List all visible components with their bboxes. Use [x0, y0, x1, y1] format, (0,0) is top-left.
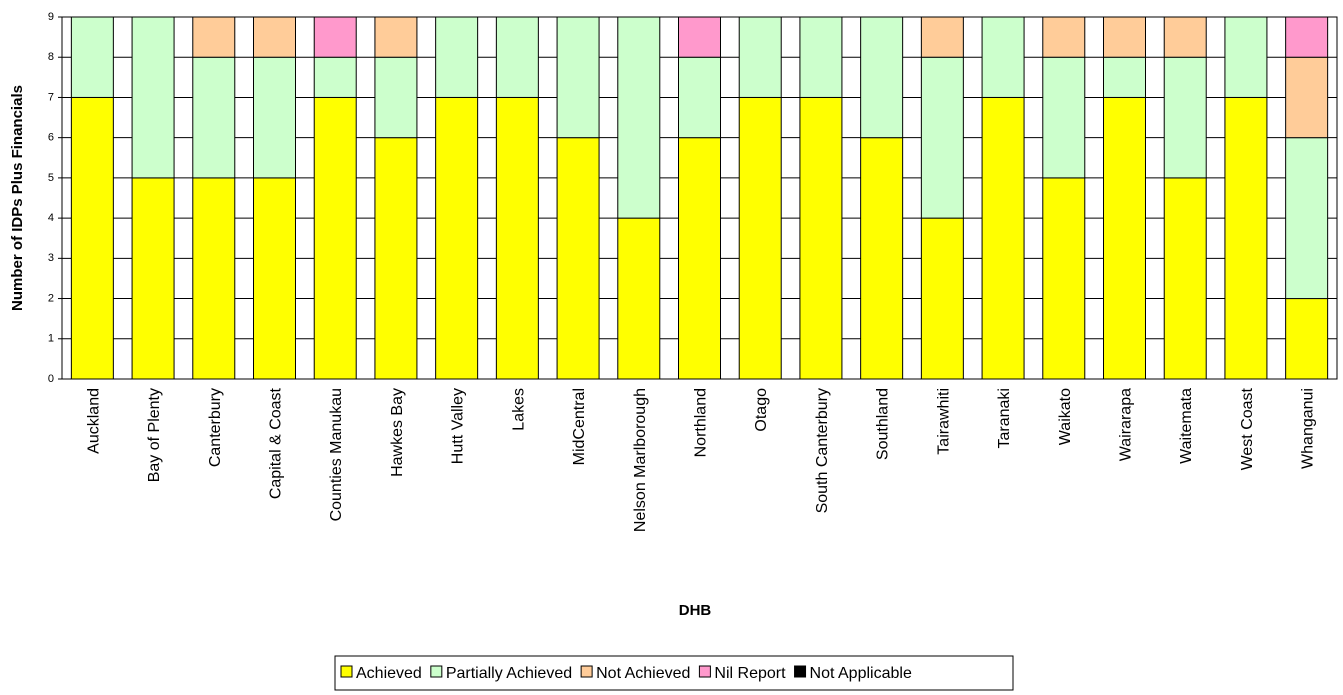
bar-segment — [920, 16, 964, 58]
y-tick-label: 7 — [48, 91, 54, 103]
bar-segment — [1103, 56, 1146, 98]
legend-label: Nil Report — [714, 665, 786, 682]
bar-segment — [1224, 16, 1268, 98]
bar-segment — [738, 16, 782, 98]
x-tick-label: Waikato — [1057, 388, 1074, 445]
x-tick-label: Wairarapa — [1118, 388, 1135, 461]
x-tick-label: Whanganui — [1300, 388, 1317, 469]
legend-swatch — [698, 665, 711, 678]
bar-segment — [860, 137, 904, 380]
x-tick-label: Northland — [693, 388, 710, 457]
x-tick-label: Hutt Valley — [450, 388, 467, 464]
y-tick-label: 4 — [48, 212, 54, 224]
bar-segment — [1285, 56, 1329, 139]
bar-segment — [192, 177, 236, 380]
bar-segment — [70, 96, 114, 380]
bar-segment — [678, 16, 721, 58]
x-tick-label: Southland — [875, 388, 892, 460]
legend-label: Not Achieved — [596, 665, 690, 682]
bar-segment — [556, 16, 600, 139]
bar-segment — [799, 16, 843, 98]
bar-segment — [1163, 56, 1207, 179]
bar-segment — [1103, 96, 1146, 380]
bar-segment — [1285, 16, 1329, 58]
bar-segment — [1103, 16, 1146, 58]
y-tick-label: 3 — [48, 252, 54, 264]
x-tick-label: Tairawhiti — [935, 388, 952, 455]
legend-label: Not Applicable — [810, 665, 912, 682]
bar-segment — [435, 96, 479, 380]
bar-segment — [617, 217, 661, 380]
bar-segment — [678, 137, 721, 380]
bar-segment — [920, 217, 964, 380]
bar-segment — [617, 16, 661, 219]
legend-swatch — [794, 665, 807, 678]
bar-segment — [374, 137, 418, 380]
x-tick-label: Taranaki — [996, 388, 1013, 448]
y-tick-label: 5 — [48, 172, 54, 184]
legend-swatch — [340, 665, 353, 678]
bar-segment — [738, 96, 782, 380]
bar-segment — [556, 137, 600, 380]
x-tick-label: Counties Manukau — [328, 388, 345, 521]
bar-segment — [253, 177, 296, 380]
bar-segment — [313, 96, 357, 380]
x-tick-label: Canterbury — [207, 388, 224, 467]
legend-swatch — [430, 665, 443, 678]
y-tick-label: 6 — [48, 132, 54, 144]
bar-segment — [435, 16, 479, 98]
legend-box — [334, 655, 1014, 691]
bar-segment — [1042, 56, 1086, 179]
bar-segment — [70, 16, 114, 98]
bar-segment — [860, 16, 904, 139]
bar-segment — [1042, 177, 1086, 380]
bar-segment — [192, 56, 236, 179]
bar-segment — [981, 96, 1025, 380]
bar-segment — [192, 16, 236, 58]
bar-segment — [678, 56, 721, 139]
bar-segment — [253, 16, 296, 58]
bar-segment — [1224, 96, 1268, 380]
y-tick-label: 8 — [48, 51, 54, 63]
bar-segment — [981, 16, 1025, 98]
x-tick-label: Nelson Marlborough — [632, 388, 649, 532]
bar-segment — [313, 16, 357, 58]
y-axis-title: Number of IDPs Plus Financials — [9, 85, 26, 311]
bar-segment — [131, 16, 175, 179]
x-tick-label: Auckland — [85, 388, 102, 454]
x-tick-label: Bay of Plenty — [146, 388, 163, 482]
bar-segment — [374, 16, 418, 58]
x-tick-label: Waitemata — [1178, 388, 1195, 464]
x-tick-label: Capital & Coast — [268, 387, 285, 499]
x-tick-label: West Coast — [1239, 387, 1256, 470]
bar-segment — [313, 56, 357, 98]
y-tick-label: 1 — [48, 333, 54, 345]
bar-segment — [1042, 16, 1086, 58]
legend-swatch — [580, 665, 593, 678]
y-tick-label: 2 — [48, 292, 54, 304]
bar-segment — [1163, 16, 1207, 58]
x-tick-label: Lakes — [510, 388, 527, 431]
bar-segment — [131, 177, 175, 380]
bar-segment — [799, 96, 843, 380]
bar-segment — [920, 56, 964, 219]
bar-segment — [374, 56, 418, 139]
bar-segment — [1285, 137, 1329, 300]
bar-segment — [1285, 298, 1329, 380]
legend-label: Partially Achieved — [446, 665, 572, 682]
x-tick-label: Hawkes Bay — [389, 388, 406, 477]
legend-label: Achieved — [356, 665, 422, 682]
x-axis-title: DHB — [679, 602, 712, 619]
bar-segment — [1163, 177, 1207, 380]
bar-segment — [495, 16, 539, 98]
y-tick-label: 9 — [48, 11, 54, 23]
y-tick-label: 0 — [48, 373, 54, 385]
x-tick-label: MidCentral — [571, 388, 588, 465]
x-tick-label: Otago — [753, 388, 770, 432]
bar-segment — [253, 56, 296, 179]
x-tick-label: South Canterbury — [814, 388, 831, 513]
bar-segment — [495, 96, 539, 380]
